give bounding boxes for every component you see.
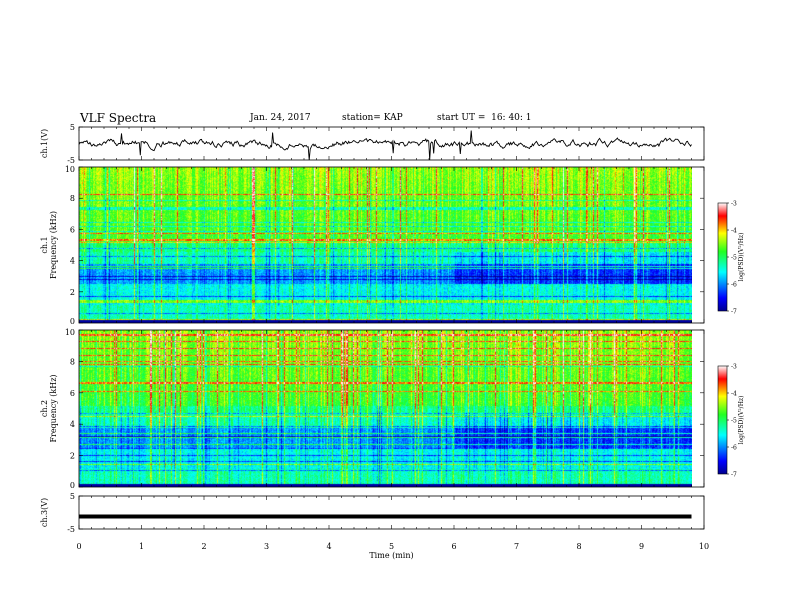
- ch2-y-axis-label: Frequency (kHz): [49, 374, 58, 442]
- ch2-colorbar-tick-label: -5: [731, 418, 737, 425]
- ch1-colorbar-tick-label: -6: [731, 282, 737, 289]
- x-tick-label: 4: [326, 542, 331, 551]
- x-tick-label: 3: [264, 542, 269, 551]
- x-tick-label: 9: [639, 542, 644, 551]
- ch2-colorbar-tick-label: -7: [731, 472, 737, 479]
- x-tick-label: 10: [699, 542, 709, 551]
- x-tick-label: 2: [201, 542, 206, 551]
- ch3-y-tick-label: -5: [67, 525, 75, 534]
- ch1-y-tick-label: 6: [70, 225, 75, 234]
- ch1-y-tick-label: 0: [70, 317, 75, 326]
- station-label: station= KAP: [342, 113, 403, 123]
- x-tick-label: 0: [76, 542, 81, 551]
- ch1-colorbar: [717, 202, 728, 312]
- ch1-y-tick-label: 8: [70, 194, 75, 203]
- ch1-y-axis-label: Frequency (kHz): [49, 211, 58, 279]
- panel-frame-3: [78, 495, 705, 530]
- ch1-colorbar-tick-label: -4: [731, 228, 737, 235]
- ch1-colorbar-tick-label: -7: [731, 309, 737, 316]
- ch2-y-tick-label: 2: [70, 452, 75, 461]
- chart-title: VLF Spectra: [80, 111, 157, 125]
- ch3-y-tick-label: 5: [70, 492, 75, 501]
- date-label: Jan. 24, 2017: [250, 113, 311, 123]
- ch3-y-axis-label: ch.3(V): [40, 498, 49, 527]
- ch2-y-axis-label: ch.2: [40, 400, 49, 417]
- ch1-y-tick-label: 5: [70, 123, 75, 132]
- ch1-y-tick-label: -5: [67, 156, 75, 165]
- ch1-colorbar-label: log(PSD)(V²/Hz): [738, 233, 745, 282]
- ch1-colorbar-tick-label: -3: [731, 201, 737, 208]
- start-time-label: start UT = 16: 40: 1: [437, 113, 532, 123]
- ch1-colorbar-tick-label: -5: [731, 255, 737, 262]
- ch1-waveform-trace: [78, 130, 692, 161]
- ch1-y-axis-label: ch.1: [40, 236, 49, 253]
- x-axis-label: Time (min): [369, 551, 413, 560]
- ch2-y-tick-label: 6: [70, 389, 75, 398]
- x-tick-label: 7: [514, 542, 519, 551]
- ch1-y-tick-label: 2: [70, 288, 75, 297]
- ch2-y-tick-label: 8: [70, 357, 75, 366]
- x-tick-label: 5: [389, 542, 394, 551]
- ch2-colorbar: [717, 365, 728, 475]
- ch1-y-tick-label: 10: [65, 165, 75, 174]
- ch1-y-tick-label: 4: [70, 257, 75, 266]
- ch2-spectrogram-image: [79, 330, 692, 487]
- x-tick-label: 8: [576, 542, 581, 551]
- ch1-spectrogram-image: [79, 167, 692, 323]
- ch2-colorbar-tick-label: -6: [731, 445, 737, 452]
- ch2-y-tick-label: 0: [70, 481, 75, 490]
- x-tick-label: 1: [139, 542, 144, 551]
- ch2-y-tick-label: 4: [70, 420, 75, 429]
- ch2-colorbar-label: log(PSD)(V²/Hz): [738, 396, 745, 445]
- ch1-y-axis-label: ch.1(V): [40, 129, 49, 158]
- ch2-colorbar-tick-label: -3: [731, 364, 737, 371]
- x-tick-label: 6: [451, 542, 456, 551]
- ch2-colorbar-tick-label: -4: [731, 391, 737, 398]
- ch2-y-tick-label: 10: [65, 328, 75, 337]
